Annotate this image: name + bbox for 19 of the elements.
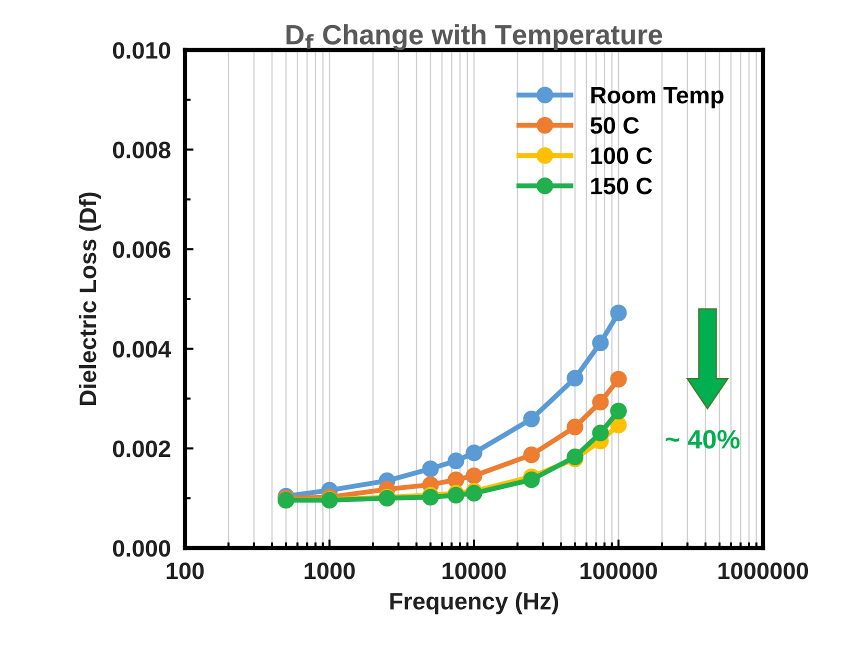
- x-tick-label: 1000000: [718, 562, 808, 580]
- legend-label: 100 C: [591, 147, 652, 164]
- y-tick-label: 0.008: [112, 142, 170, 158]
- y-tick-label: 0.006: [112, 241, 170, 258]
- legend-label: 50 C: [590, 117, 639, 134]
- y-tick-label: 0.010: [112, 42, 170, 59]
- x-tick-label: 100000: [580, 562, 657, 580]
- y-tick-label: 0.002: [112, 440, 170, 458]
- y-axis-title: Dielectric Loss (Df): [78, 192, 101, 405]
- y-tick-label: 0.004: [112, 340, 171, 358]
- x-tick-label: 100: [166, 562, 204, 580]
- legend-label: 150 C: [591, 178, 652, 194]
- y-tick-label: 0.000: [112, 540, 170, 557]
- x-axis-title: Frequency (Hz): [390, 592, 558, 614]
- chart-title: D$_{f}$ Change with Temperature: [286, 24, 662, 50]
- legend-label: Room Temp: [591, 87, 724, 108]
- x-tick-label: 1000: [304, 562, 355, 580]
- annotation: ~ 40%: [666, 430, 740, 449]
- x-tick-label: 10000: [442, 562, 506, 580]
